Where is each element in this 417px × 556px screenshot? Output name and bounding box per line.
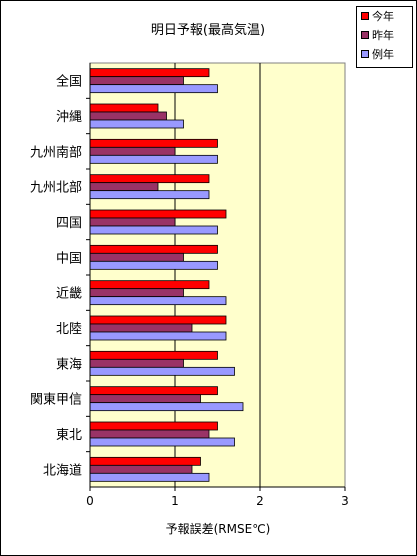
gridlines [174, 63, 261, 487]
legend-swatch-this-year [361, 12, 369, 20]
bar-last-year [89, 182, 159, 192]
category-label: 全国 [56, 74, 82, 90]
bar-normal-year [89, 84, 218, 94]
bar-last-year [89, 464, 193, 474]
x-tick-labels: 0 1 2 3 [86, 494, 349, 508]
bar-last-year [89, 394, 201, 404]
legend-label-this-year: 今年 [372, 10, 394, 23]
bar-this-year [89, 280, 210, 290]
bar-normal-year [89, 260, 218, 270]
bar-normal-year [89, 331, 227, 341]
x-tick-label: 2 [256, 494, 264, 508]
bar-last-year [89, 429, 210, 439]
category-label: 九州北部 [30, 181, 82, 196]
bar-this-year [89, 244, 218, 254]
bar-this-year [89, 174, 210, 184]
bar-normal-year [89, 296, 227, 306]
chart-title: 明日予報(最高気温) [151, 22, 265, 38]
bar-this-year [89, 209, 227, 219]
bar-last-year [89, 288, 184, 298]
legend-swatch-normal-year [361, 50, 369, 58]
bar-this-year [89, 386, 218, 396]
x-tick-label: 3 [341, 494, 349, 508]
legend-label-normal-year: 例年 [372, 48, 394, 61]
legend: 今年 昨年 例年 [356, 6, 413, 68]
category-label: 中国 [56, 251, 82, 266]
x-axis-title: 予報誤差(RMSE℃) [166, 521, 271, 536]
bar-normal-year [89, 437, 235, 447]
category-label: 九州南部 [30, 144, 82, 160]
category-label: 近畿 [56, 287, 82, 302]
bar-normal-year [89, 472, 210, 482]
bar-this-year [89, 138, 218, 148]
bar-normal-year [89, 366, 235, 376]
bar-normal-year [89, 190, 210, 200]
bar-last-year [89, 358, 184, 368]
category-label: 関東甲信 [30, 392, 82, 408]
bar-this-year [89, 421, 218, 431]
bar-last-year [89, 111, 167, 121]
axes [86, 63, 346, 491]
legend-item-last-year: 昨年 [361, 27, 394, 45]
bar-this-year [89, 68, 210, 78]
legend-swatch-last-year [361, 31, 369, 39]
legend-label-last-year: 昨年 [372, 29, 394, 42]
bar-this-year [89, 350, 218, 360]
bar-this-year [89, 103, 159, 113]
bar-normal-year [89, 402, 244, 412]
category-label: 北海道 [43, 463, 82, 478]
category-label: 東北 [56, 427, 82, 443]
bar-normal-year [89, 154, 218, 164]
bar-last-year [89, 146, 176, 156]
bar-last-year [89, 217, 176, 227]
bar-last-year [89, 252, 184, 262]
bar-this-year [89, 315, 227, 325]
bar-normal-year [89, 225, 218, 235]
legend-item-this-year: 今年 [361, 8, 394, 26]
plot-area [89, 62, 346, 488]
bar-last-year [89, 323, 193, 333]
category-label: 四国 [56, 216, 82, 231]
bar-last-year [89, 76, 184, 86]
legend-item-normal-year: 例年 [361, 46, 394, 64]
category-label: 北陸 [56, 321, 82, 337]
bar-this-year [89, 456, 201, 466]
x-tick-label: 0 [86, 494, 94, 508]
category-label: 東海 [56, 356, 82, 372]
x-tick-label: 1 [171, 494, 179, 508]
category-label: 沖縄 [56, 110, 82, 125]
bar-normal-year [89, 119, 184, 129]
